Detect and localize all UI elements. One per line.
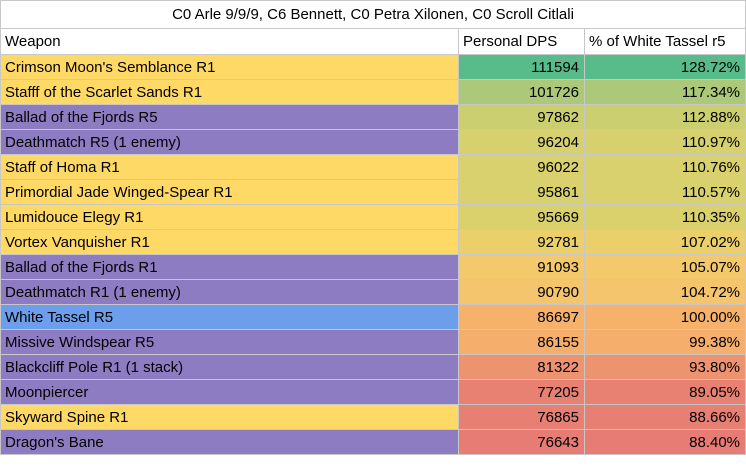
dps-cell[interactable]: 76865: [458, 404, 585, 430]
table-row: Deathmatch R5 (1 enemy) 96204 110.97%: [0, 129, 746, 155]
table-row: Vortex Vanquisher R1 92781 107.02%: [0, 229, 746, 255]
pct-cell[interactable]: 88.66%: [583, 404, 746, 430]
dps-cell[interactable]: 95861: [458, 179, 585, 205]
weapon-cell[interactable]: White Tassel R5: [0, 304, 459, 330]
header-weapon[interactable]: Weapon: [0, 28, 459, 55]
weapon-cell[interactable]: Staff of Homa R1: [0, 154, 459, 180]
pct-cell[interactable]: 110.97%: [583, 129, 746, 155]
weapon-cell[interactable]: Missive Windspear R5: [0, 329, 459, 355]
dps-cell[interactable]: 111594: [458, 54, 585, 80]
pct-cell[interactable]: 112.88%: [583, 104, 746, 130]
dps-cell[interactable]: 77205: [458, 379, 585, 405]
weapon-cell[interactable]: Stafff of the Scarlet Sands R1: [0, 79, 459, 105]
dps-cell[interactable]: 95669: [458, 204, 585, 230]
dps-cell[interactable]: 96204: [458, 129, 585, 155]
pct-cell[interactable]: 88.40%: [583, 429, 746, 455]
table-row: Crimson Moon's Semblance R1 111594 128.72%: [0, 54, 746, 80]
dps-cell[interactable]: 81322: [458, 354, 585, 380]
weapon-cell[interactable]: Dragon's Bane: [0, 429, 459, 455]
table-row: Missive Windspear R5 86155 99.38%: [0, 329, 746, 355]
weapon-cell[interactable]: Skyward Spine R1: [0, 404, 459, 430]
weapon-cell[interactable]: Moonpiercer: [0, 379, 459, 405]
pct-cell[interactable]: 93.80%: [583, 354, 746, 380]
table-row: White Tassel R5 86697 100.00%: [0, 304, 746, 330]
dps-cell[interactable]: 101726: [458, 79, 585, 105]
pct-cell[interactable]: 99.38%: [583, 329, 746, 355]
sheet-title[interactable]: C0 Arle 9/9/9, C6 Bennett, C0 Petra Xilo…: [0, 0, 746, 29]
table-row: Primordial Jade Winged-Spear R1 95861 110.…: [0, 179, 746, 205]
dps-cell[interactable]: 76643: [458, 429, 585, 455]
weapon-cell[interactable]: Deathmatch R1 (1 enemy): [0, 279, 459, 305]
weapon-cell[interactable]: Ballad of the Fjords R5: [0, 104, 459, 130]
table-row: Blackcliff Pole R1 (1 stack) 81322 93.80%: [0, 354, 746, 380]
header-pct-white-tassel[interactable]: % of White Tassel r5: [583, 28, 746, 55]
weapon-cell[interactable]: Vortex Vanquisher R1: [0, 229, 459, 255]
pct-cell[interactable]: 105.07%: [583, 254, 746, 280]
pct-cell[interactable]: 104.72%: [583, 279, 746, 305]
pct-cell[interactable]: 128.72%: [583, 54, 746, 80]
pct-cell[interactable]: 89.05%: [583, 379, 746, 405]
dps-cell[interactable]: 86155: [458, 329, 585, 355]
weapon-dps-table: C0 Arle 9/9/9, C6 Bennett, C0 Petra Xilo…: [0, 0, 746, 455]
dps-cell[interactable]: 90790: [458, 279, 585, 305]
table-row: Staff of Homa R1 96022 110.76%: [0, 154, 746, 180]
pct-cell[interactable]: 110.57%: [583, 179, 746, 205]
pct-cell[interactable]: 100.00%: [583, 304, 746, 330]
title-row: C0 Arle 9/9/9, C6 Bennett, C0 Petra Xilo…: [0, 0, 746, 29]
table-row: Ballad of the Fjords R1 91093 105.07%: [0, 254, 746, 280]
pct-cell[interactable]: 117.34%: [583, 79, 746, 105]
weapon-cell[interactable]: Deathmatch R5 (1 enemy): [0, 129, 459, 155]
table-row: Deathmatch R1 (1 enemy) 90790 104.72%: [0, 279, 746, 305]
weapon-cell[interactable]: Primordial Jade Winged-Spear R1: [0, 179, 459, 205]
dps-cell[interactable]: 86697: [458, 304, 585, 330]
table-body: Crimson Moon's Semblance R1 111594 128.72%…: [0, 54, 746, 455]
table-row: Dragon's Bane 76643 88.40%: [0, 429, 746, 455]
table-row: Lumidouce Elegy R1 95669 110.35%: [0, 204, 746, 230]
table-row: Moonpiercer 77205 89.05%: [0, 379, 746, 405]
pct-cell[interactable]: 110.76%: [583, 154, 746, 180]
dps-cell[interactable]: 96022: [458, 154, 585, 180]
header-row: Weapon Personal DPS % of White Tassel r5: [0, 28, 746, 55]
pct-cell[interactable]: 107.02%: [583, 229, 746, 255]
dps-cell[interactable]: 97862: [458, 104, 585, 130]
weapon-cell[interactable]: Lumidouce Elegy R1: [0, 204, 459, 230]
header-personal-dps[interactable]: Personal DPS: [458, 28, 585, 55]
weapon-cell[interactable]: Blackcliff Pole R1 (1 stack): [0, 354, 459, 380]
dps-cell[interactable]: 91093: [458, 254, 585, 280]
weapon-cell[interactable]: Crimson Moon's Semblance R1: [0, 54, 459, 80]
table-row: Skyward Spine R1 76865 88.66%: [0, 404, 746, 430]
table-row: Ballad of the Fjords R5 97862 112.88%: [0, 104, 746, 130]
dps-cell[interactable]: 92781: [458, 229, 585, 255]
pct-cell[interactable]: 110.35%: [583, 204, 746, 230]
table-row: Stafff of the Scarlet Sands R1 101726 117.…: [0, 79, 746, 105]
weapon-cell[interactable]: Ballad of the Fjords R1: [0, 254, 459, 280]
